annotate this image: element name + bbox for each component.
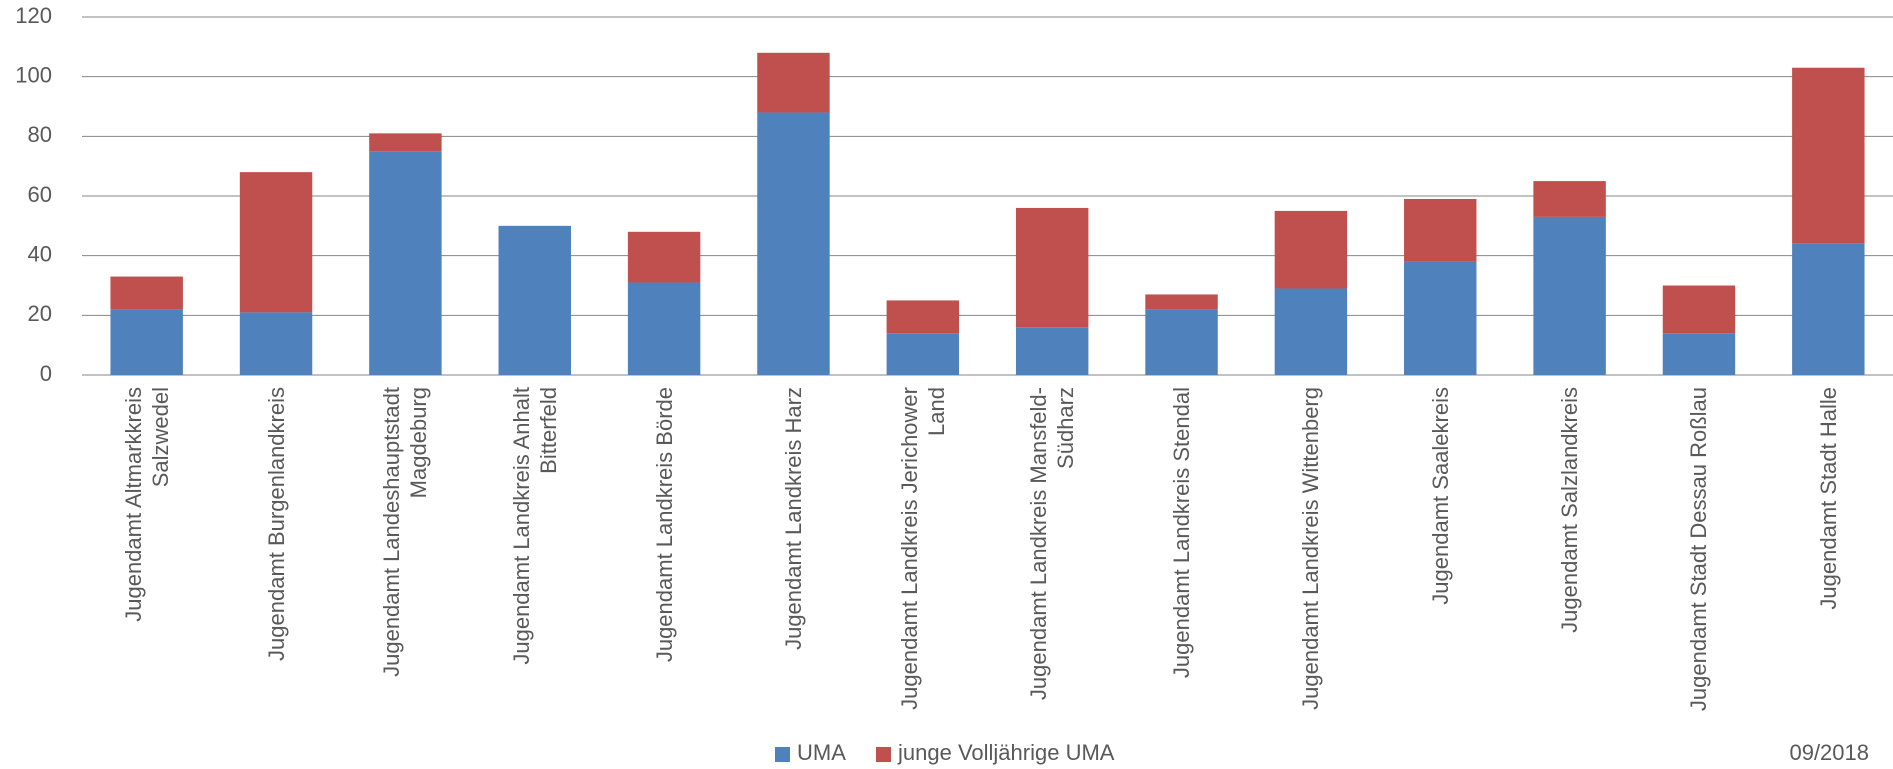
bar-segment [757,112,830,375]
legend-swatch [876,747,891,762]
bar-segment [239,312,313,375]
x-tick-label: Jugendamt Landkreis Wittenberg [1298,387,1324,710]
bar-segment [1015,327,1089,375]
bar-segment [1274,288,1348,375]
y-tick-label: 40 [28,241,52,266]
y-tick-label: 80 [28,122,52,147]
x-tick-label: Jugendamt Landkreis Stendal [1169,387,1195,679]
x-tick-label: Jugendamt Landkreis Harz [780,387,806,650]
x-tick-label: Jugendamt Salzlandkreis [1557,387,1583,633]
bar-segment [886,300,960,334]
bar-segment [1533,216,1606,375]
x-tick-label: Jugendamt Stadt Halle [1815,387,1841,610]
bar-segment [1792,67,1865,244]
bar-segment [1792,243,1865,375]
bar-segment [1274,210,1348,289]
bar-segment [498,225,571,375]
bar-segment [757,52,830,113]
x-tick-label: Jugendamt Altmarkkreis Salzwedel [120,387,173,622]
legend-label: UMA [797,740,846,765]
bar-segment [110,309,183,375]
x-tick-label: Jugendamt Landkreis Mansfeld-Südharz [1026,387,1079,701]
bar-segment [369,151,442,375]
bar-segment [1145,294,1218,310]
x-tick-label: Jugendamt Burgenlandkreis [263,387,289,661]
bar-segment [627,231,701,283]
y-tick-label: 100 [15,62,52,87]
note: 09/2018 [1789,740,1869,765]
bar-segment [627,282,701,375]
bar-segment [110,276,183,310]
x-tick-label: Jugendamt Landkreis Anhalt Bitterfeld [508,387,561,665]
bar-segment [239,172,313,313]
bar-segment [1662,285,1736,334]
bar-segment [369,133,442,152]
y-tick-label: 120 [15,3,52,28]
y-tick-label: 60 [28,182,52,207]
x-tick-label: Jugendamt Landkreis Jerichower Land [896,387,949,710]
x-tick-label: Jugendamt Stadt Dessau Roßlau [1686,387,1712,712]
bar-segment [886,333,960,375]
y-tick-label: 20 [28,301,52,326]
x-tick-label: Jugendamt Landkreis Börde [651,387,677,663]
bar-segment [1662,333,1736,375]
legend-swatch [775,747,790,762]
bar-segment [1145,309,1218,375]
bar-segment [1404,198,1477,262]
bar-segment [1533,181,1606,217]
legend-label: junge Volljährige UMA [898,740,1115,765]
bar-segment [1015,207,1089,328]
x-tick-label: Jugendamt Landeshauptstadt Magdeburg [379,387,432,677]
y-tick-label: 0 [40,361,52,386]
bar-segment [1404,261,1477,375]
x-tick-label: Jugendamt Saalekreis [1427,387,1453,605]
